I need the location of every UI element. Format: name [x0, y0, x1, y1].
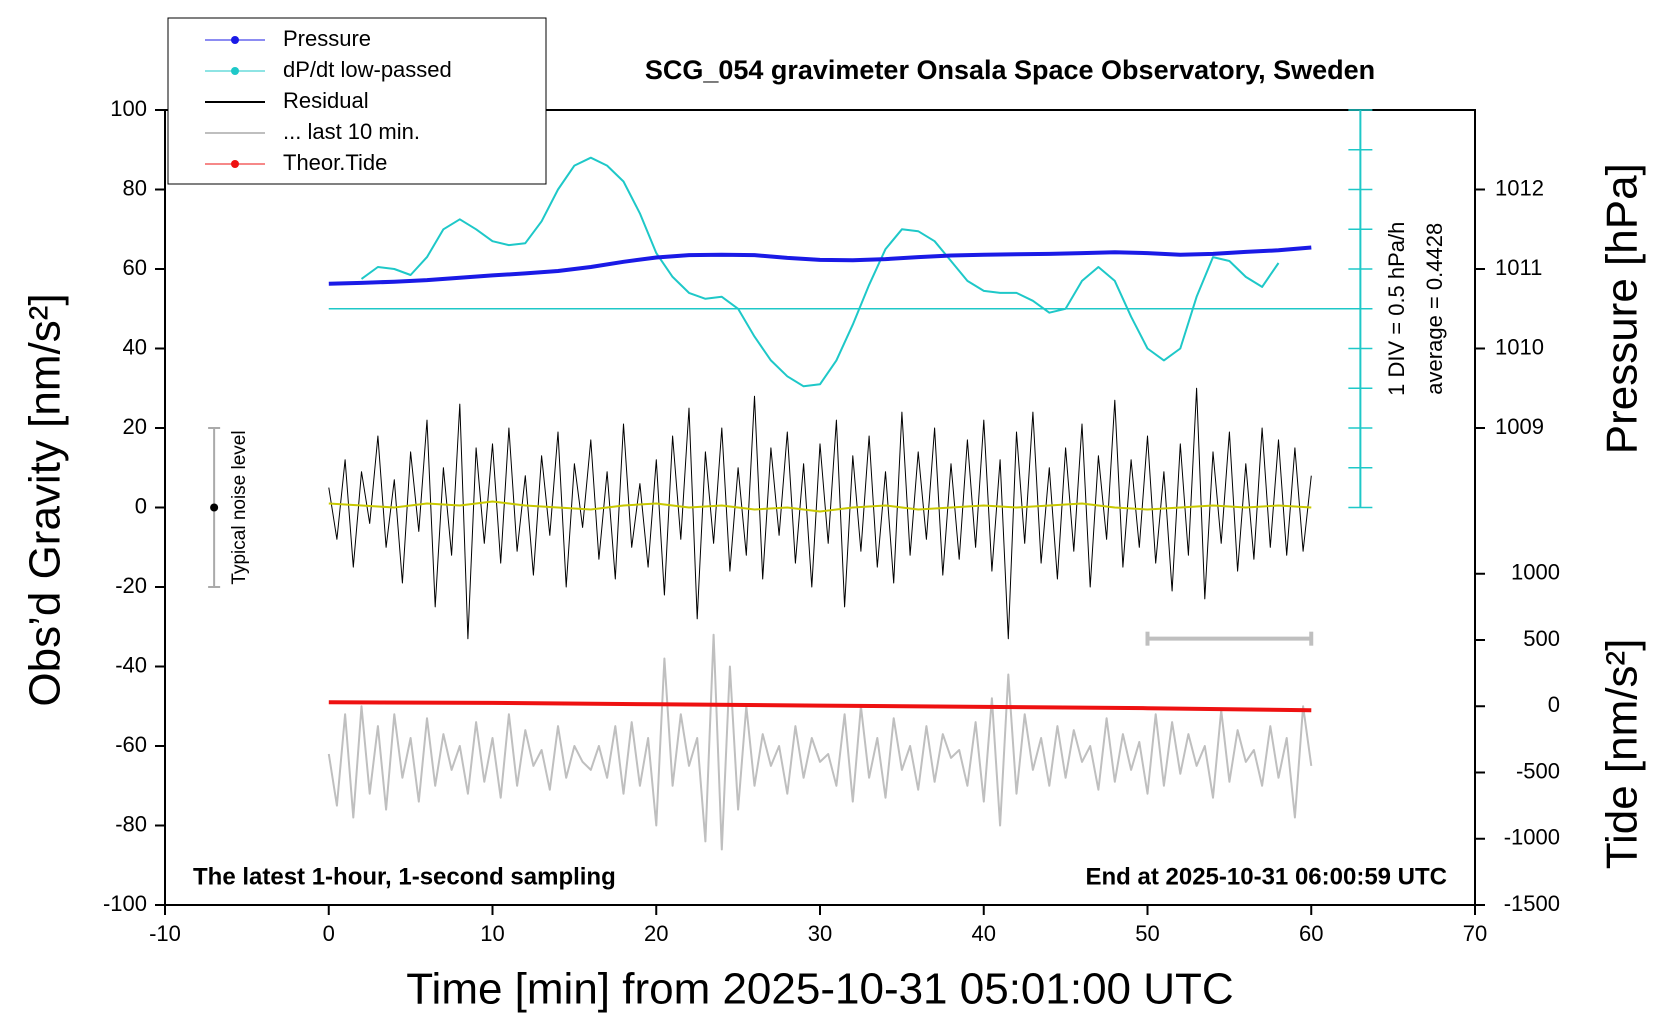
- x-tick-label: 50: [1135, 921, 1159, 946]
- x-tick-label: 40: [972, 921, 996, 946]
- y2-tick-label: 1010: [1495, 334, 1544, 359]
- x-tick-label: 0: [323, 921, 335, 946]
- dpdt-div-label: 1 DIV = 0.5 hPa/h: [1384, 222, 1409, 396]
- x-axis-label: Time [min] from 2025-10-31 05:01:00 UTC: [406, 965, 1233, 1014]
- y3-tick-label: 500: [1523, 626, 1560, 651]
- x-tick-label: 70: [1463, 921, 1487, 946]
- noise-label: Typical noise level: [229, 430, 250, 584]
- x-tick-label: 20: [644, 921, 668, 946]
- y-tick-label: -80: [115, 811, 147, 836]
- legend-marker: [231, 67, 239, 75]
- series-line: [328, 500, 1312, 513]
- x-tick-label: 10: [480, 921, 504, 946]
- y2-tick-label: 1009: [1495, 414, 1544, 439]
- y2-tick-label: 1012: [1495, 175, 1544, 200]
- y3-tick-label: -1500: [1504, 891, 1560, 916]
- legend-marker: [231, 160, 239, 168]
- dpdt-average-label: average = 0.4428: [1422, 223, 1447, 395]
- plot-frame: [164, 109, 1476, 906]
- y-tick-label: 80: [123, 175, 147, 200]
- legend-label: dP/dt low-passed: [283, 57, 452, 82]
- series-line: [328, 387, 1312, 640]
- y3-tick-label: 0: [1548, 692, 1560, 717]
- y3-axis-label: Tide [nm/s²]: [1598, 639, 1647, 870]
- y3-tick-label: -500: [1516, 758, 1560, 783]
- note-left: The latest 1-hour, 1-second sampling: [193, 863, 616, 890]
- noise-dot: [210, 503, 219, 512]
- note-right: End at 2025-10-31 06:00:59 UTC: [1086, 863, 1448, 890]
- chart-title: SCG_054 gravimeter Onsala Space Observat…: [645, 55, 1375, 85]
- legend-marker: [231, 36, 239, 44]
- legend-label: Theor.Tide: [283, 150, 387, 175]
- y3-tick-label: -1000: [1504, 825, 1560, 850]
- y-tick-label: 60: [123, 255, 147, 280]
- series-line: [360, 156, 1280, 388]
- legend-label: ... last 10 min.: [283, 119, 420, 144]
- y-tick-label: 20: [123, 414, 147, 439]
- legend-label: Pressure: [283, 26, 371, 51]
- y-tick-label: -60: [115, 732, 147, 757]
- series-line: [328, 700, 1312, 713]
- y2-tick-label: 1011: [1495, 255, 1542, 280]
- y-tick-label: -40: [115, 652, 147, 677]
- x-tick-label: 30: [808, 921, 832, 946]
- y-tick-label: -100: [103, 891, 147, 916]
- x-tick-label: -10: [149, 921, 181, 946]
- y-axis-label: Obs’d Gravity [nm/s²]: [21, 293, 70, 706]
- y2-axis-label: Pressure [hPa]: [1598, 163, 1647, 454]
- series-line: [328, 245, 1312, 286]
- y-tick-label: -20: [115, 573, 147, 598]
- y-tick-label: 0: [135, 493, 147, 518]
- y3-tick-label: 1000: [1511, 560, 1560, 585]
- y-tick-label: 40: [123, 334, 147, 359]
- series-line: [327, 633, 1313, 851]
- legend-label: Residual: [283, 88, 369, 113]
- x-tick-label: 60: [1299, 921, 1323, 946]
- y-tick-label: 100: [110, 96, 147, 121]
